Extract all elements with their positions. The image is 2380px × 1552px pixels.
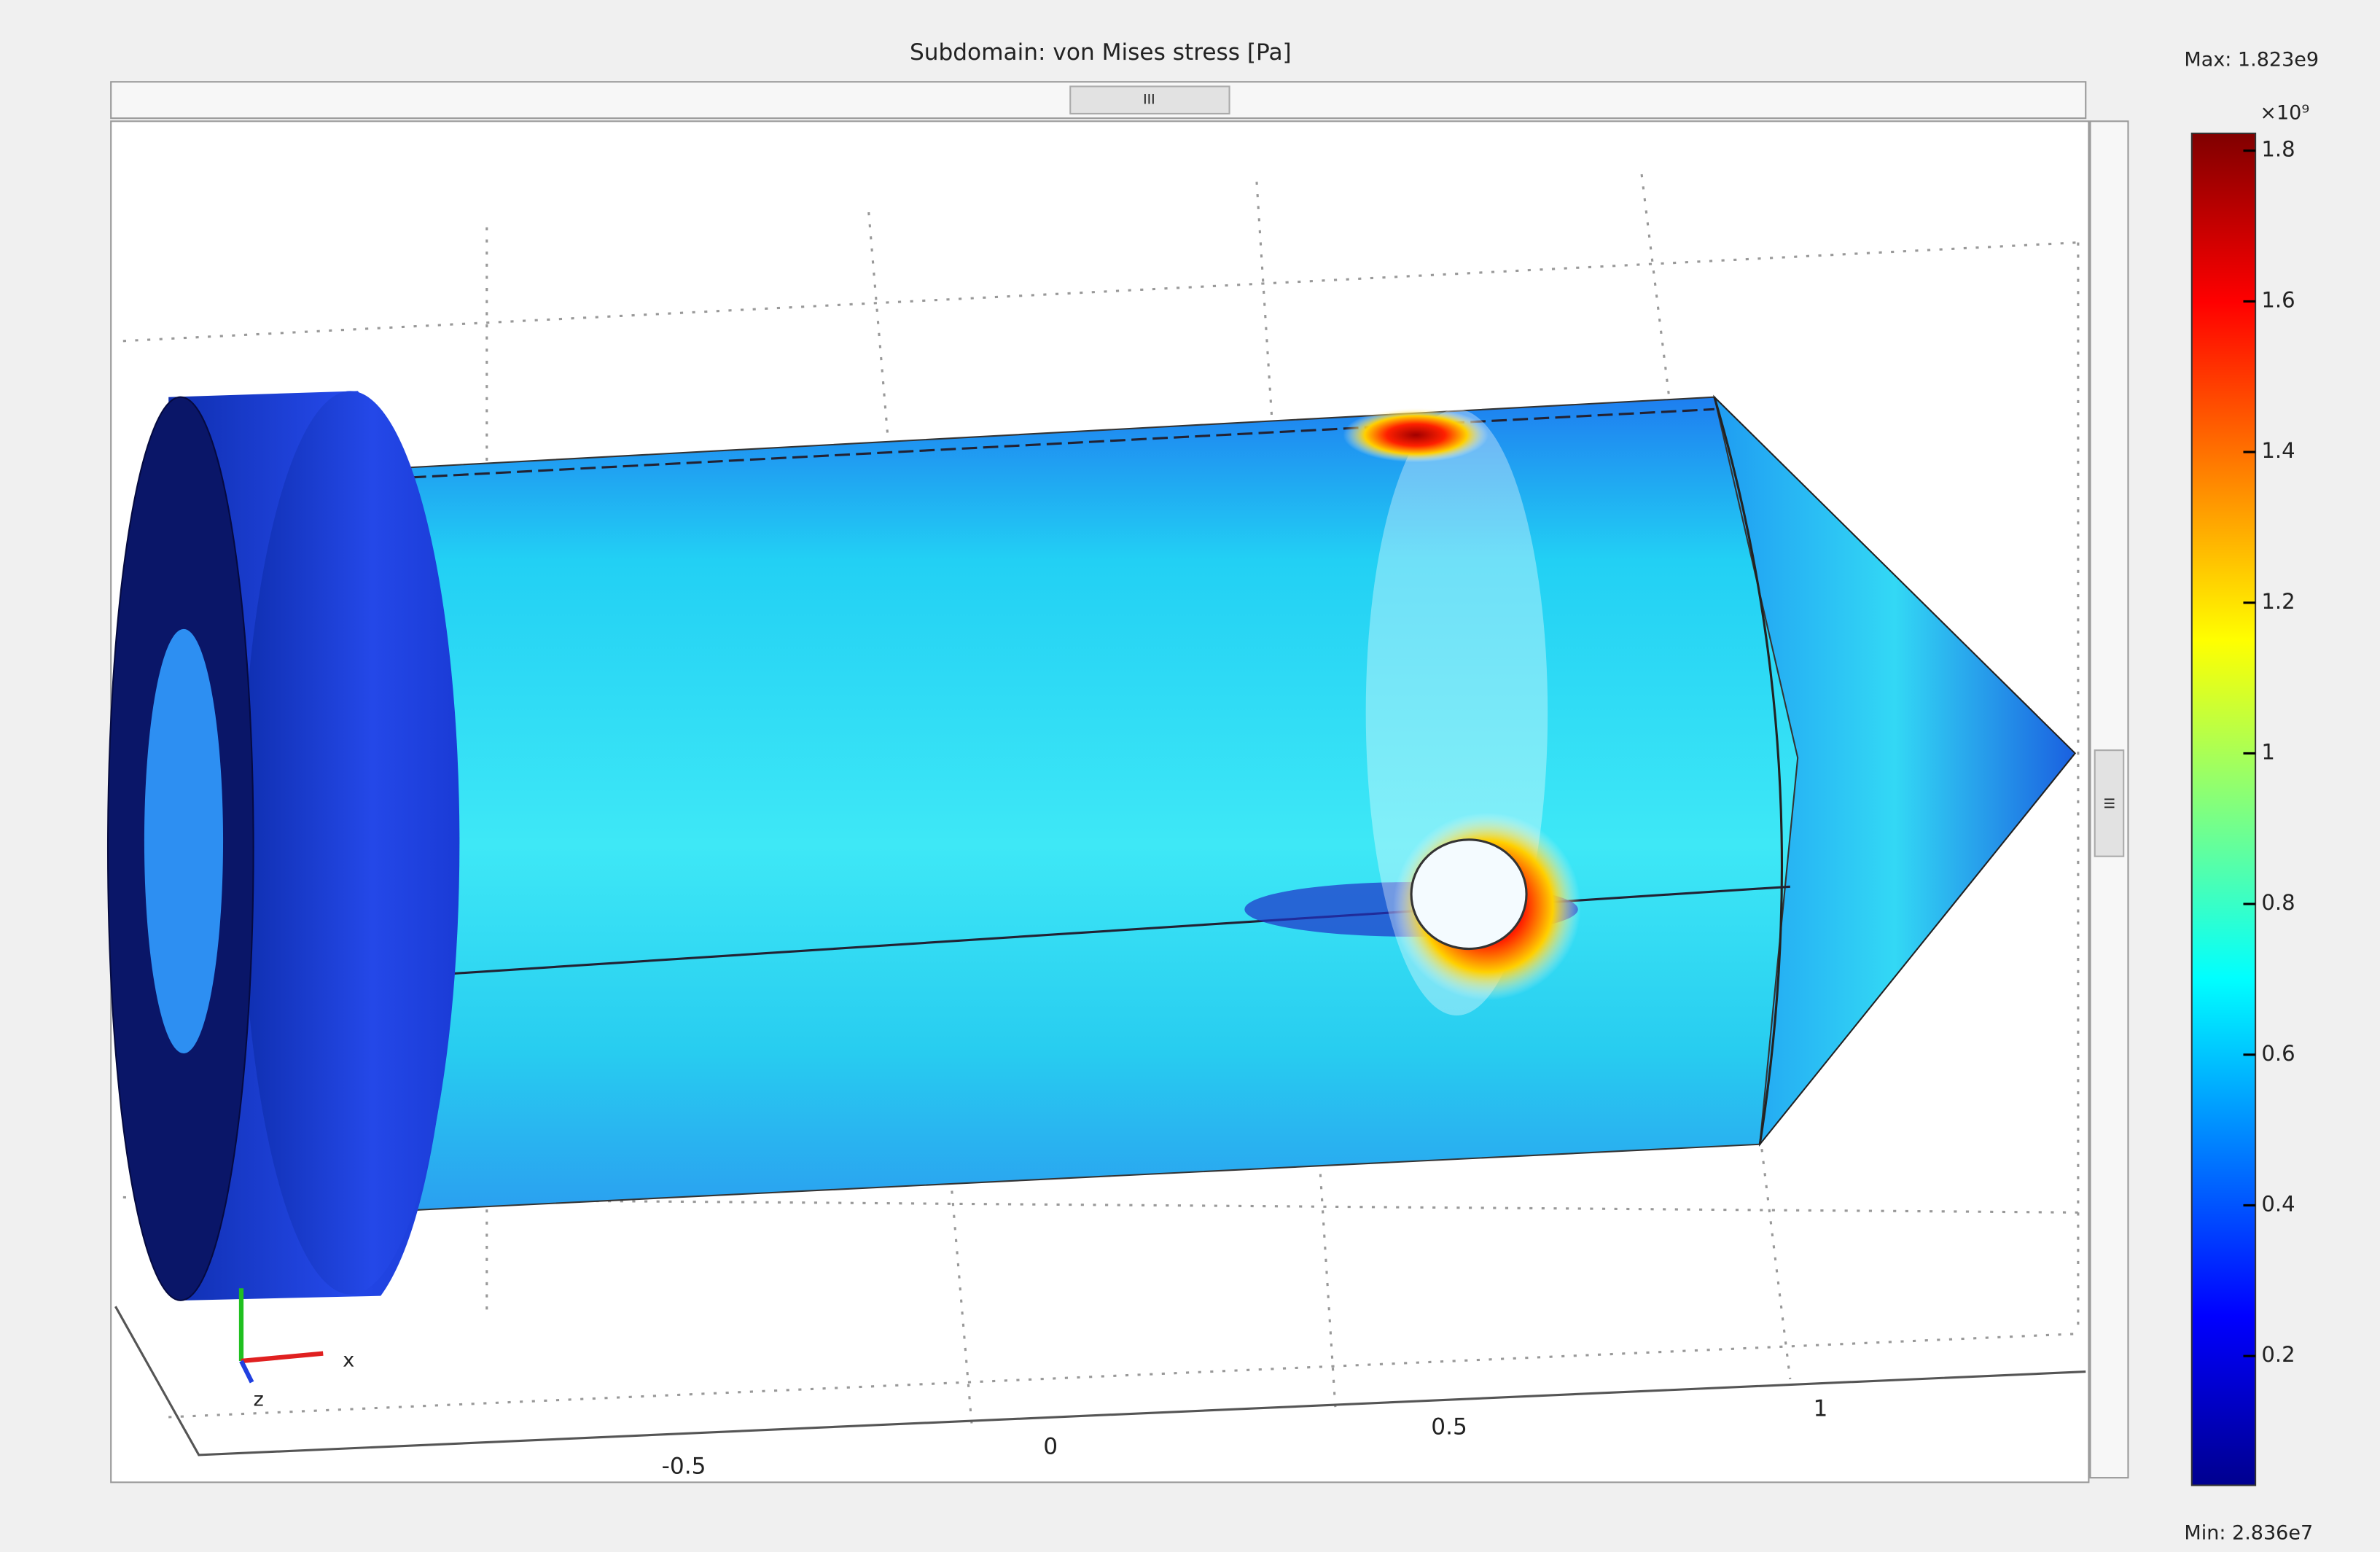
colorbar-tick-label: 0.6 [2261,1041,2295,1066]
colorbar-tick-label: 0.8 [2261,890,2295,915]
scrollbar-grip: III [1143,93,1155,108]
axis-tick-label: 1 [1813,1396,1827,1422]
colorbar-tick-label: 1 [2261,739,2275,764]
colorbar-tick-label: 0.2 [2261,1342,2295,1367]
axis-tick-label: 0.5 [1431,1414,1467,1440]
axis-tick-label: 0 [1043,1434,1058,1460]
colorbar-max: Max: 1.823e9 [2184,49,2319,71]
plot-title: Subdomain: von Mises stress [Pa] [910,39,1292,66]
screen: Subdomain: von Mises stress [Pa] III III [0,0,2380,1552]
colorbar-tick-label: 1.4 [2261,438,2295,463]
triad-label: z [254,1389,264,1411]
axis-tick-label: -0.5 [662,1454,706,1480]
colorbar-tick-label: 1.2 [2261,589,2295,614]
colorbar-min: Min: 2.836e7 [2184,1522,2313,1545]
colorbar-exponent: ×10⁹ [2260,101,2309,124]
colorbar-tick-label: 1.8 [2261,137,2295,162]
colorbar-tick-label: 1.6 [2261,287,2295,312]
page: Subdomain: von Mises stress [Pa] III III [0,0,2380,1552]
scrollbar-grip: III [2101,798,2116,810]
colorbar-scale [2192,133,2255,1486]
triad-label: x [343,1349,354,1372]
colorbar: 0.2 0.4 0.6 0.8 1 1.2 1.4 1.6 1.8 [2192,133,2295,1486]
colorbar-tick-label: 0.4 [2261,1191,2295,1216]
